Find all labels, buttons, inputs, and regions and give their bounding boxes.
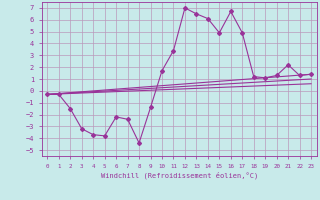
X-axis label: Windchill (Refroidissement éolien,°C): Windchill (Refroidissement éolien,°C)	[100, 171, 258, 179]
